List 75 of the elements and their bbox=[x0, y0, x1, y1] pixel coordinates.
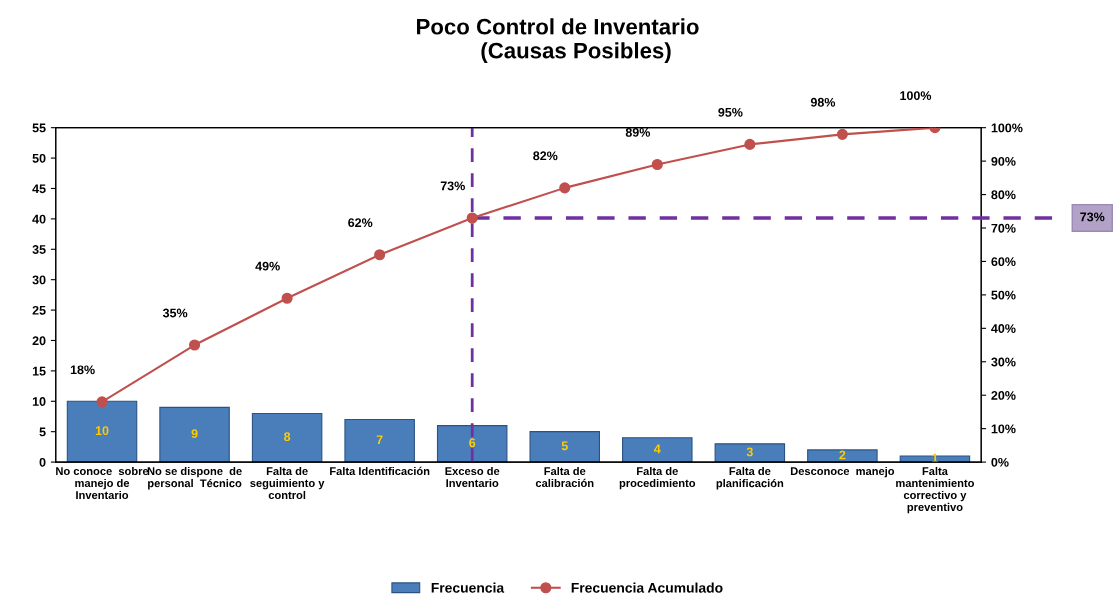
data-label: 4 bbox=[654, 444, 661, 454]
y-tick-label: 50 bbox=[32, 153, 46, 163]
chart-title: Poco Control de Inventario (Causas Posibles) bbox=[417, 18, 699, 63]
bar bbox=[159, 406, 230, 463]
bar bbox=[622, 437, 693, 463]
data-label: 6 bbox=[469, 438, 476, 448]
x-tick-label: Falta Identificación bbox=[330, 466, 430, 476]
y-tick-label: 30 bbox=[32, 275, 46, 285]
point bbox=[466, 212, 478, 224]
y-tick-label: 35 bbox=[32, 245, 46, 254]
y-tick-label: 45 bbox=[32, 184, 46, 194]
y2-tick-label: 80% bbox=[991, 190, 1016, 200]
y2-tick-label: 70% bbox=[991, 223, 1016, 233]
y2-tick-label: 30% bbox=[991, 357, 1016, 367]
y2-tick-label: 20% bbox=[991, 391, 1016, 400]
y2-tick-label: 60% bbox=[991, 257, 1016, 267]
y-tick-label: 10 bbox=[32, 397, 46, 406]
point bbox=[744, 138, 756, 150]
x-tick-label: Falta de procedimiento bbox=[619, 466, 696, 490]
bar bbox=[529, 431, 601, 463]
bar bbox=[251, 412, 323, 463]
point bbox=[651, 158, 663, 171]
data-label: 98% bbox=[810, 97, 836, 107]
data-label: 8 bbox=[284, 432, 291, 442]
data-label: 100% bbox=[900, 91, 932, 101]
data-label: 9 bbox=[191, 429, 198, 439]
data-label: 82% bbox=[533, 151, 558, 161]
bar bbox=[436, 425, 508, 463]
data-label: 2 bbox=[839, 450, 846, 460]
y2-tick-label: 100% bbox=[991, 123, 1023, 133]
y-tick-label: 15 bbox=[32, 366, 46, 376]
data-label: 3 bbox=[746, 447, 753, 457]
data-label: 95% bbox=[718, 107, 743, 117]
y-tick-label: 0 bbox=[39, 457, 46, 467]
bar bbox=[807, 449, 878, 463]
data-label: 5 bbox=[561, 441, 568, 451]
point bbox=[559, 182, 571, 194]
point bbox=[189, 339, 201, 351]
ref-line-label: 73% bbox=[1080, 212, 1105, 222]
x-tick-label: Desconoce manejo bbox=[790, 466, 895, 478]
data-label: 35% bbox=[162, 308, 188, 318]
legend-label: Frecuencia Acumulado bbox=[571, 582, 723, 593]
point bbox=[281, 292, 293, 304]
x-tick-label: Falta de calibración bbox=[535, 466, 594, 488]
y-tick-label: 20 bbox=[32, 336, 46, 346]
x-tick-label: Falta de planificación bbox=[716, 466, 784, 490]
data-label: 7 bbox=[376, 435, 383, 445]
bar bbox=[344, 418, 415, 463]
y2-tick-label: 40% bbox=[991, 324, 1016, 333]
data-label: 10 bbox=[95, 426, 109, 436]
data-label: 49% bbox=[255, 261, 280, 271]
y2-tick-label: 10% bbox=[991, 424, 1016, 434]
data-label: 1 bbox=[932, 453, 939, 463]
bar bbox=[66, 400, 138, 463]
y2-tick-label: 0% bbox=[991, 457, 1009, 467]
y2-tick-label: 50% bbox=[991, 290, 1016, 300]
x-tick-label: No se dispone de personal Técnico bbox=[147, 466, 242, 490]
y-tick-label: 40 bbox=[32, 214, 46, 224]
x-tick-label: Falta mantenimiento correctivo y preventivo bbox=[896, 466, 975, 514]
bar bbox=[714, 443, 786, 463]
data-label: 62% bbox=[348, 218, 373, 228]
y-tick-label: 5 bbox=[39, 427, 46, 437]
point bbox=[96, 396, 108, 408]
point bbox=[836, 128, 848, 140]
data-label: 18% bbox=[70, 365, 95, 375]
x-tick-label: No conoce sobre manejo de Inventario bbox=[56, 466, 149, 500]
y-tick-label: 55 bbox=[32, 123, 46, 133]
data-label: 89% bbox=[625, 127, 651, 137]
legend-label: Frecuencia bbox=[431, 582, 505, 593]
y-tick-label: 25 bbox=[32, 305, 46, 315]
x-tick-label: Falta de seguimiento y control bbox=[250, 466, 325, 500]
x-tick-label: Exceso de Inventario bbox=[445, 466, 500, 488]
data-label: 73% bbox=[440, 181, 465, 191]
y2-tick-label: 90% bbox=[991, 156, 1016, 166]
point bbox=[374, 249, 386, 261]
